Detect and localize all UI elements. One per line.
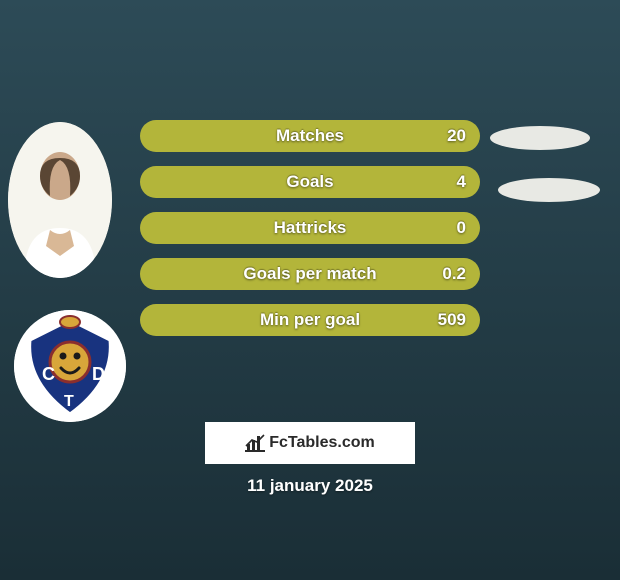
- stat-label: Goals per match: [243, 264, 376, 284]
- right-pill: [490, 126, 590, 150]
- stat-bars: Matches 20 Goals 4 Hattricks 0 Goals per match…: [140, 120, 480, 350]
- stat-label: Hattricks: [274, 218, 347, 238]
- stat-label: Min per goal: [260, 310, 360, 330]
- stat-value: 509: [438, 310, 466, 330]
- stat-bar: Min per goal 509: [140, 304, 480, 336]
- svg-text:D: D: [92, 364, 105, 384]
- chart-logo-icon: [245, 434, 265, 452]
- svg-text:C: C: [42, 364, 55, 384]
- stat-value: 4: [457, 172, 466, 192]
- stat-bar: Matches 20: [140, 120, 480, 152]
- club-crest-icon: C D T: [14, 310, 126, 422]
- stat-row: Matches 20: [140, 120, 480, 152]
- stat-label: Matches: [276, 126, 344, 146]
- brand-footer: FcTables.com: [205, 422, 415, 464]
- right-pill: [498, 178, 600, 202]
- stat-label: Goals: [286, 172, 333, 192]
- stat-row: Hattricks 0: [140, 212, 480, 244]
- stat-bar: Goals 4: [140, 166, 480, 198]
- stat-bar: Hattricks 0: [140, 212, 480, 244]
- stat-row: Goals 4: [140, 166, 480, 198]
- brand-text: FcTables.com: [269, 434, 375, 452]
- stat-value: 20: [447, 126, 466, 146]
- stat-value: 0.2: [442, 264, 466, 284]
- player-photo-left: [8, 122, 112, 278]
- stat-row: Goals per match 0.2: [140, 258, 480, 290]
- stat-bar: Goals per match 0.2: [140, 258, 480, 290]
- date-text: 11 january 2025: [247, 476, 373, 496]
- club-badge: C D T: [14, 310, 126, 422]
- svg-text:T: T: [64, 393, 74, 410]
- stat-row: Min per goal 509: [140, 304, 480, 336]
- stat-value: 0: [457, 218, 466, 238]
- player-silhouette-icon: [8, 122, 112, 278]
